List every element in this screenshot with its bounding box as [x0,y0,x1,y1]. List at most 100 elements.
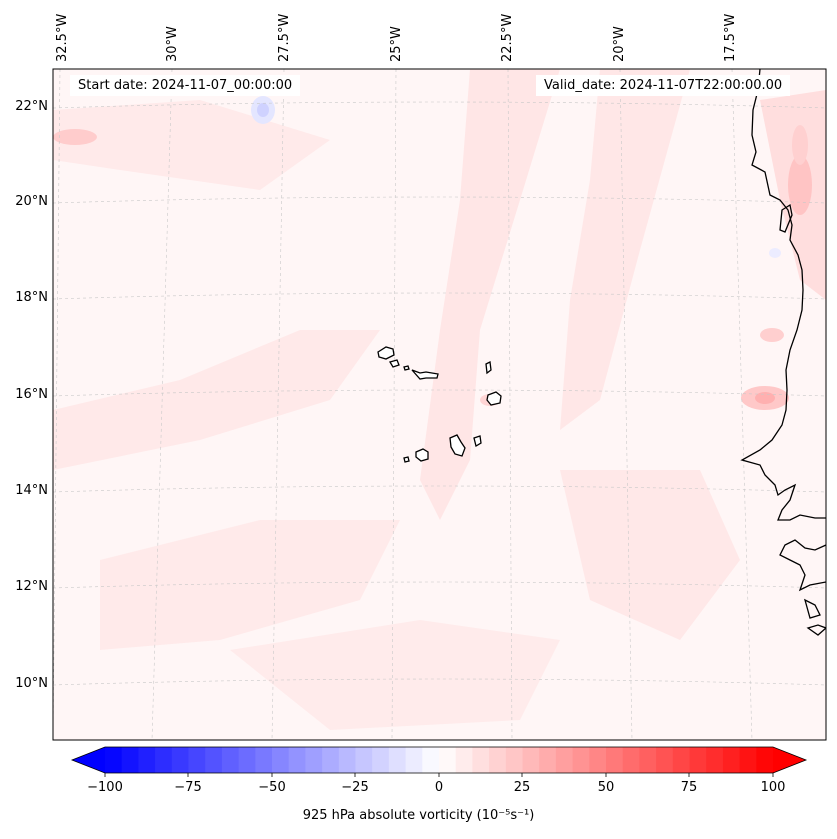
lat-label-12: 12°N [15,579,48,594]
colorbar-segment [639,747,657,773]
lat-label-18: 18°N [15,290,48,305]
island-santo-antao [377,346,395,360]
colorbar-segment [672,747,690,773]
colorbar-extend-max [773,747,806,773]
coastline-bissagos [803,598,826,636]
gridlines [53,69,826,740]
island-sao-nicolau [411,369,439,380]
vorticity-field [53,69,826,730]
colorbar-segment [288,747,306,773]
gridline-lat-10 [53,678,826,686]
colorbar-segment [706,747,724,773]
island-boa-vista [486,391,502,406]
colorbar-segment [255,747,273,773]
colorbar-segment [422,747,440,773]
vorticity-band-4 [53,330,380,470]
island-maio [473,435,482,448]
gridline-lat-20 [53,196,826,204]
vorticity-band-1 [420,69,560,520]
gridline-lon-30 [151,69,173,740]
colorbar-segment [539,747,557,773]
colorbar-label: 925 hPa absolute vorticity (10⁻⁵s⁻¹) [302,808,535,823]
start-date-label: Start date: 2024-11-07_00:00:00 [70,75,301,96]
vorticity-band-2 [560,69,690,430]
colorbar-segment [489,747,507,773]
colorbar-segment [472,747,490,773]
colorbar-segment [522,747,540,773]
vorticity-max-coast-4 [760,328,784,342]
vorticity-max-coast-1-core [755,392,775,404]
colorbar-tick-7: 75 [680,780,698,795]
coastline-africa-south [779,539,826,592]
colorbar-segment [606,747,624,773]
lon-label-27-5: 27.5°W [277,13,292,62]
island-sao-vicente [389,359,400,368]
coastline [740,69,826,636]
colorbar-segment [155,747,173,773]
colorbar-tick-4: 0 [434,780,444,795]
colorbar-tick-3: −25 [341,780,369,795]
colorbar-segment [656,747,674,773]
colorbar-segment [689,747,707,773]
island-santiago [449,434,466,457]
colorbar-tick-0: −100 [87,780,123,795]
lon-label-32-5: 32.5°W [55,13,70,62]
lat-label-20: 20°N [15,194,48,209]
island-fogo [415,448,429,462]
colorbar-segment [121,747,139,773]
vorticity-band-6 [230,620,560,730]
vorticity-min-east [769,248,781,258]
colorbar-segment [572,747,590,773]
gridline-lat-14 [53,485,826,493]
colorbar-segment [722,747,741,773]
gridline-lon-27-5 [271,69,285,740]
colorbar-segment [405,747,423,773]
gridline-lon-22-5 [507,69,513,740]
colorbar-segment [238,747,256,773]
colorbar-tick-2: −50 [258,780,286,795]
vorticity-max-west [53,129,97,145]
colorbar-segment [756,747,774,773]
colorbar-segment [505,747,523,773]
colorbar-segment [739,747,757,773]
colorbar-tick-5: 25 [513,780,531,795]
colorbar [70,746,808,777]
coastline-africa [740,69,826,521]
vorticity-band-7 [560,470,740,640]
lon-label-30: 30°W [165,26,180,62]
island-santa-luzia [403,365,410,371]
gridline-lat-16 [53,389,826,397]
colorbar-segment [372,747,390,773]
vorticity-max-coast-2 [788,155,812,215]
lon-label-20: 20°W [612,26,627,62]
valid-date-label: Valid_date: 2024-11-07T22:00:00.00 [536,75,791,96]
cape-verde-islands [377,346,502,463]
colorbar-tick-6: 50 [597,780,615,795]
lon-label-17-5: 17.5°W [723,13,738,62]
gridline-lon-17-5 [731,69,753,740]
colorbar-segment [388,747,407,773]
colorbar-segment [272,747,290,773]
gridline-lon-20 [619,69,633,740]
colorbar-extend-min [72,747,105,773]
colorbar-segment [355,747,373,773]
colorbar-tick-8: 100 [760,780,786,795]
colorbar-segment [622,747,640,773]
gridline-lat-12 [53,581,826,589]
vorticity-min-north-core [257,103,269,117]
vorticity-max-coast-3 [792,125,808,165]
colorbar-segment [555,747,574,773]
colorbar-segment [171,747,189,773]
colorbar-tick-1: −75 [174,780,202,795]
colorbar-segment [205,747,223,773]
gridline-lat-18 [53,292,826,300]
gridline-lon-25 [391,69,397,740]
lat-label-22: 22°N [15,99,48,114]
colorbar-segment [589,747,607,773]
lat-label-16: 16°N [15,387,48,402]
gridline-lat-22 [53,101,826,109]
island-brava [403,456,410,463]
gridline-lon-32-5 [53,69,61,740]
colorbar-segment [138,747,156,773]
